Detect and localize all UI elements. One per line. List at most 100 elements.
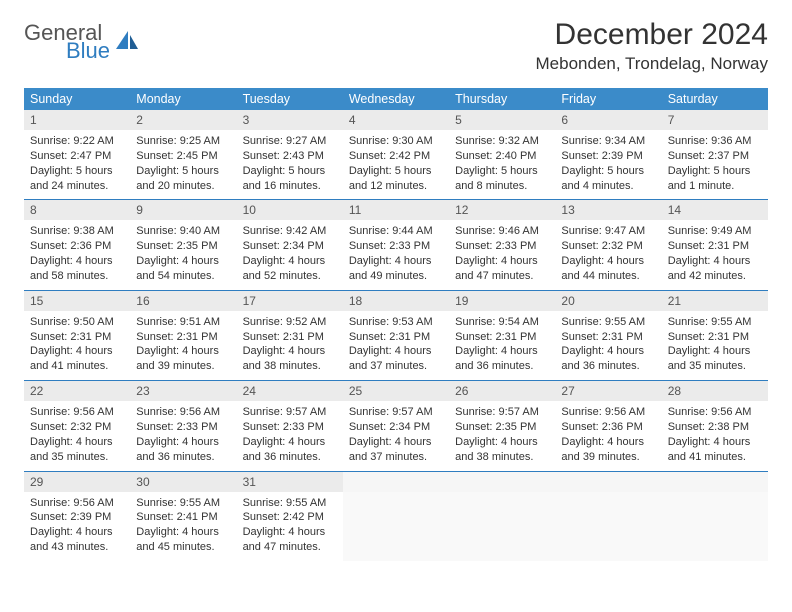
sunrise-line: Sunrise: 9:53 AM bbox=[349, 315, 443, 330]
daylight-line: Daylight: 4 hours and 41 minutes. bbox=[30, 344, 124, 374]
sunset-line: Sunset: 2:38 PM bbox=[668, 420, 762, 435]
week-content-row: Sunrise: 9:50 AMSunset: 2:31 PMDaylight:… bbox=[24, 311, 768, 381]
day-content-cell: Sunrise: 9:34 AMSunset: 2:39 PMDaylight:… bbox=[555, 130, 661, 200]
daylight-line: Daylight: 5 hours and 4 minutes. bbox=[561, 164, 655, 194]
day-number-cell: 16 bbox=[130, 290, 236, 311]
week-content-row: Sunrise: 9:38 AMSunset: 2:36 PMDaylight:… bbox=[24, 220, 768, 290]
sunrise-line: Sunrise: 9:46 AM bbox=[455, 224, 549, 239]
title-block: December 2024 Mebonden, Trondelag, Norwa… bbox=[536, 18, 768, 74]
day-content-cell: Sunrise: 9:53 AMSunset: 2:31 PMDaylight:… bbox=[343, 311, 449, 381]
day-content-cell: Sunrise: 9:50 AMSunset: 2:31 PMDaylight:… bbox=[24, 311, 130, 381]
day-number-cell: 29 bbox=[24, 471, 130, 492]
sunset-line: Sunset: 2:39 PM bbox=[561, 149, 655, 164]
daylight-line: Daylight: 4 hours and 39 minutes. bbox=[561, 435, 655, 465]
day-content-cell: Sunrise: 9:51 AMSunset: 2:31 PMDaylight:… bbox=[130, 311, 236, 381]
calendar-table: SundayMondayTuesdayWednesdayThursdayFrid… bbox=[24, 88, 768, 561]
sunset-line: Sunset: 2:31 PM bbox=[668, 330, 762, 345]
week-content-row: Sunrise: 9:56 AMSunset: 2:32 PMDaylight:… bbox=[24, 401, 768, 471]
sunrise-line: Sunrise: 9:56 AM bbox=[136, 405, 230, 420]
day-content-cell: Sunrise: 9:42 AMSunset: 2:34 PMDaylight:… bbox=[237, 220, 343, 290]
day-number-cell: 4 bbox=[343, 110, 449, 130]
day-number-cell: 10 bbox=[237, 200, 343, 221]
sunrise-line: Sunrise: 9:55 AM bbox=[561, 315, 655, 330]
day-content-cell: Sunrise: 9:55 AMSunset: 2:42 PMDaylight:… bbox=[237, 492, 343, 561]
day-header: Sunday bbox=[24, 88, 130, 110]
daylight-line: Daylight: 4 hours and 49 minutes. bbox=[349, 254, 443, 284]
day-content-cell: Sunrise: 9:30 AMSunset: 2:42 PMDaylight:… bbox=[343, 130, 449, 200]
day-number-cell: 24 bbox=[237, 381, 343, 402]
daylight-line: Daylight: 4 hours and 43 minutes. bbox=[30, 525, 124, 555]
day-number-cell: 2 bbox=[130, 110, 236, 130]
daylight-line: Daylight: 4 hours and 38 minutes. bbox=[455, 435, 549, 465]
day-number-cell: 18 bbox=[343, 290, 449, 311]
day-content-cell: Sunrise: 9:49 AMSunset: 2:31 PMDaylight:… bbox=[662, 220, 768, 290]
day-header: Thursday bbox=[449, 88, 555, 110]
sunrise-line: Sunrise: 9:54 AM bbox=[455, 315, 549, 330]
day-content-cell bbox=[662, 492, 768, 561]
sunset-line: Sunset: 2:43 PM bbox=[243, 149, 337, 164]
sunrise-line: Sunrise: 9:51 AM bbox=[136, 315, 230, 330]
day-number-cell: 14 bbox=[662, 200, 768, 221]
day-content-cell: Sunrise: 9:27 AMSunset: 2:43 PMDaylight:… bbox=[237, 130, 343, 200]
day-number-cell: 20 bbox=[555, 290, 661, 311]
daylight-line: Daylight: 5 hours and 12 minutes. bbox=[349, 164, 443, 194]
logo: General Blue bbox=[24, 22, 140, 62]
day-content-cell: Sunrise: 9:56 AMSunset: 2:38 PMDaylight:… bbox=[662, 401, 768, 471]
day-number-cell: 13 bbox=[555, 200, 661, 221]
sunrise-line: Sunrise: 9:42 AM bbox=[243, 224, 337, 239]
sunrise-line: Sunrise: 9:47 AM bbox=[561, 224, 655, 239]
daylight-line: Daylight: 4 hours and 52 minutes. bbox=[243, 254, 337, 284]
sunrise-line: Sunrise: 9:30 AM bbox=[349, 134, 443, 149]
daylight-line: Daylight: 4 hours and 36 minutes. bbox=[455, 344, 549, 374]
daylight-line: Daylight: 4 hours and 42 minutes. bbox=[668, 254, 762, 284]
day-number-cell: 17 bbox=[237, 290, 343, 311]
sunset-line: Sunset: 2:42 PM bbox=[243, 510, 337, 525]
day-content-cell: Sunrise: 9:22 AMSunset: 2:47 PMDaylight:… bbox=[24, 130, 130, 200]
day-content-cell: Sunrise: 9:52 AMSunset: 2:31 PMDaylight:… bbox=[237, 311, 343, 381]
location: Mebonden, Trondelag, Norway bbox=[536, 54, 768, 74]
sunset-line: Sunset: 2:36 PM bbox=[30, 239, 124, 254]
sunset-line: Sunset: 2:33 PM bbox=[349, 239, 443, 254]
day-number-cell: 12 bbox=[449, 200, 555, 221]
month-title: December 2024 bbox=[536, 18, 768, 52]
sunrise-line: Sunrise: 9:56 AM bbox=[30, 496, 124, 511]
day-number-cell: 26 bbox=[449, 381, 555, 402]
day-number-cell: 27 bbox=[555, 381, 661, 402]
sunset-line: Sunset: 2:31 PM bbox=[136, 330, 230, 345]
day-number-cell: 23 bbox=[130, 381, 236, 402]
day-content-cell: Sunrise: 9:56 AMSunset: 2:32 PMDaylight:… bbox=[24, 401, 130, 471]
sunrise-line: Sunrise: 9:57 AM bbox=[243, 405, 337, 420]
daylight-line: Daylight: 4 hours and 54 minutes. bbox=[136, 254, 230, 284]
day-content-cell: Sunrise: 9:56 AMSunset: 2:36 PMDaylight:… bbox=[555, 401, 661, 471]
day-header: Monday bbox=[130, 88, 236, 110]
daylight-line: Daylight: 4 hours and 35 minutes. bbox=[30, 435, 124, 465]
sunrise-line: Sunrise: 9:56 AM bbox=[668, 405, 762, 420]
day-header-row: SundayMondayTuesdayWednesdayThursdayFrid… bbox=[24, 88, 768, 110]
daylight-line: Daylight: 4 hours and 47 minutes. bbox=[455, 254, 549, 284]
day-number-cell: 3 bbox=[237, 110, 343, 130]
day-number-cell bbox=[343, 471, 449, 492]
day-content-cell: Sunrise: 9:56 AMSunset: 2:39 PMDaylight:… bbox=[24, 492, 130, 561]
daylight-line: Daylight: 4 hours and 39 minutes. bbox=[136, 344, 230, 374]
day-number-cell: 25 bbox=[343, 381, 449, 402]
day-number-cell: 15 bbox=[24, 290, 130, 311]
day-content-cell: Sunrise: 9:54 AMSunset: 2:31 PMDaylight:… bbox=[449, 311, 555, 381]
sunset-line: Sunset: 2:34 PM bbox=[349, 420, 443, 435]
day-content-cell: Sunrise: 9:55 AMSunset: 2:31 PMDaylight:… bbox=[662, 311, 768, 381]
week-content-row: Sunrise: 9:22 AMSunset: 2:47 PMDaylight:… bbox=[24, 130, 768, 200]
week-number-row: 22232425262728 bbox=[24, 381, 768, 402]
sunset-line: Sunset: 2:33 PM bbox=[455, 239, 549, 254]
sunset-line: Sunset: 2:45 PM bbox=[136, 149, 230, 164]
sunset-line: Sunset: 2:32 PM bbox=[561, 239, 655, 254]
daylight-line: Daylight: 4 hours and 37 minutes. bbox=[349, 344, 443, 374]
sunrise-line: Sunrise: 9:27 AM bbox=[243, 134, 337, 149]
week-number-row: 15161718192021 bbox=[24, 290, 768, 311]
day-content-cell: Sunrise: 9:57 AMSunset: 2:35 PMDaylight:… bbox=[449, 401, 555, 471]
day-content-cell: Sunrise: 9:57 AMSunset: 2:33 PMDaylight:… bbox=[237, 401, 343, 471]
sunset-line: Sunset: 2:37 PM bbox=[668, 149, 762, 164]
sunrise-line: Sunrise: 9:44 AM bbox=[349, 224, 443, 239]
sunset-line: Sunset: 2:33 PM bbox=[136, 420, 230, 435]
day-content-cell: Sunrise: 9:44 AMSunset: 2:33 PMDaylight:… bbox=[343, 220, 449, 290]
daylight-line: Daylight: 4 hours and 44 minutes. bbox=[561, 254, 655, 284]
day-content-cell: Sunrise: 9:55 AMSunset: 2:41 PMDaylight:… bbox=[130, 492, 236, 561]
